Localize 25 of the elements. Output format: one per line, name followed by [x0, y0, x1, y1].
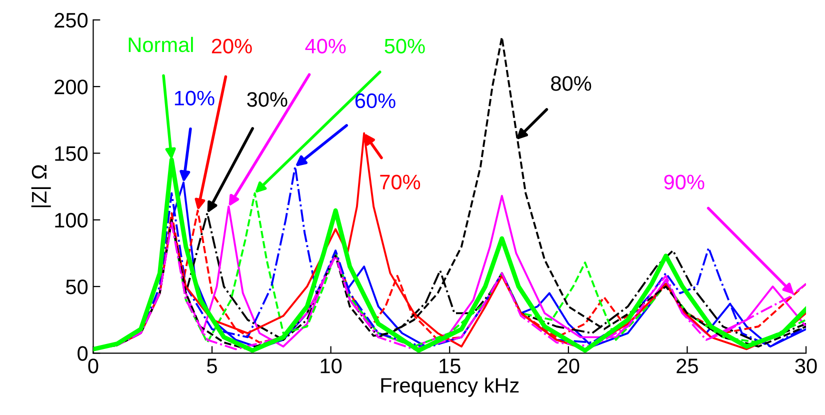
- x-tick-label: 0: [88, 358, 98, 374]
- x-tick-label: 10: [320, 358, 342, 374]
- y-tick-label: 150: [55, 146, 88, 161]
- annotation: 10%: [174, 90, 214, 106]
- y-tick-label: 50: [66, 280, 88, 294]
- y-tick-label: 250: [54, 12, 88, 28]
- annotation: 40%: [305, 38, 346, 54]
- y-axis-title: |Z| Ω: [31, 164, 51, 208]
- annotation: 70%: [380, 174, 420, 190]
- annotation: 60%: [355, 93, 396, 108]
- y-tick-label: 0: [78, 346, 88, 361]
- annotation: 20%: [212, 38, 252, 54]
- x-tick-label: 25: [676, 358, 698, 374]
- annotation: 30%: [247, 92, 288, 107]
- annotation: 80%: [551, 76, 592, 91]
- x-tick-label: 15: [440, 358, 460, 374]
- annotation: Normal: [128, 36, 193, 52]
- x-axis-title: Frequency kHz: [381, 377, 519, 397]
- y-tick-label: 200: [54, 80, 88, 94]
- y-tick-label: 100: [55, 212, 88, 228]
- x-tick-label: 5: [207, 358, 217, 374]
- x-tick-label: 20: [558, 358, 580, 374]
- x-tick-label: 30: [795, 358, 817, 374]
- annotation: 90%: [664, 174, 704, 190]
- annotation: 50%: [384, 38, 425, 54]
